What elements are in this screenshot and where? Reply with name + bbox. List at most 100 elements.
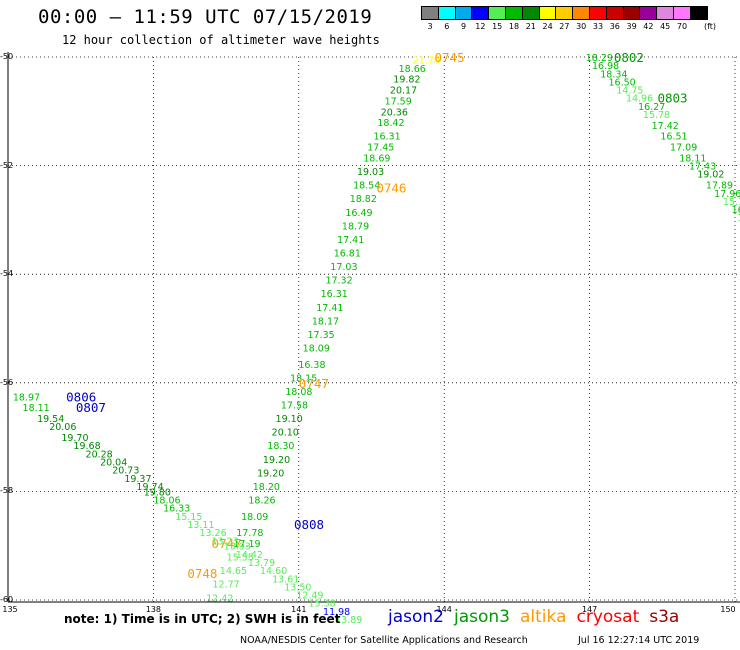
wave-height-value: 18.42 bbox=[377, 118, 404, 129]
satellite-legend: jason2 jason3 altika cryosat s3a bbox=[388, 607, 689, 627]
wave-height-value: 15.15 bbox=[175, 512, 202, 523]
longitude-label: 141 bbox=[291, 605, 307, 614]
wave-height-value: 13.50 bbox=[284, 582, 311, 593]
legend-bin-label: 33 bbox=[592, 22, 604, 31]
wave-height-value: 19.02 bbox=[697, 170, 724, 181]
wave-height-value: 17.09 bbox=[670, 143, 697, 154]
wave-height-value: 19.74 bbox=[136, 482, 163, 493]
wave-height-value: 18.11 bbox=[23, 403, 50, 414]
latitude-label: -50 bbox=[0, 52, 14, 61]
wave-height-value: 14.78 bbox=[737, 213, 740, 224]
wave-height-value: 18.11 bbox=[679, 153, 706, 164]
wave-height-value: 18.26 bbox=[248, 496, 275, 507]
legend-bin-label: 39 bbox=[626, 22, 637, 31]
wave-height-value: 19.82 bbox=[393, 75, 420, 86]
wave-height-value: 17.45 bbox=[367, 143, 394, 154]
wave-height-value: 16.51 bbox=[660, 132, 687, 143]
wave-height-value: 13.61 bbox=[272, 574, 299, 585]
legend-bin-label: 36 bbox=[609, 22, 620, 31]
latitude-label: -54 bbox=[0, 269, 14, 279]
pass-time-label: 0806 bbox=[66, 389, 96, 404]
wave-height-value: 17.42 bbox=[652, 121, 679, 132]
wave-height-value: 17.58 bbox=[281, 401, 308, 412]
wave-height-value: 11.98 bbox=[323, 607, 350, 618]
credit-text: NOAA/NESDIS Center for Satellite Applica… bbox=[240, 635, 528, 646]
wave-height-value: 17.96 bbox=[714, 189, 740, 200]
wave-height-value: 21.70 bbox=[413, 56, 440, 67]
pass-time-label: 0748 bbox=[187, 566, 217, 581]
latitude-label: -52 bbox=[0, 160, 14, 170]
satellite-legend-altika: altika bbox=[520, 607, 567, 627]
wave-height-value: 16.09 bbox=[732, 205, 740, 216]
wave-height-value: 18.97 bbox=[13, 392, 40, 403]
wave-height-value: 13.93 bbox=[224, 542, 251, 553]
wave-height-value: 16.31 bbox=[321, 289, 348, 300]
longitude-label: 150 bbox=[720, 605, 736, 614]
legend-bin-label: 6 bbox=[444, 22, 450, 31]
wave-height-value: 16.31 bbox=[373, 132, 400, 143]
legend-unit: (ft) bbox=[704, 22, 717, 31]
wave-height-value: 18.34 bbox=[600, 69, 627, 80]
wave-height-value: 13.23 bbox=[212, 536, 239, 547]
satellite-legend-jason3: jason3 bbox=[454, 607, 510, 627]
pass-time-label: 0802 bbox=[614, 50, 644, 65]
wave-height-value: 17.59 bbox=[385, 96, 412, 107]
legend-bin-label: 27 bbox=[559, 22, 570, 31]
wave-height-value: 18.08 bbox=[285, 387, 312, 398]
wave-height-value: 15.38 bbox=[308, 599, 335, 610]
wave-height-value: 12.42 bbox=[206, 593, 233, 604]
wave-height-value: 19.20 bbox=[263, 455, 290, 466]
pass-time-label: 0747 bbox=[212, 536, 242, 551]
wave-height-value: 16.49 bbox=[345, 208, 372, 219]
generation-timestamp: Jul 16 12:27:14 UTC 2019 bbox=[578, 635, 700, 646]
longitude-label: 138 bbox=[145, 605, 162, 614]
legend-bin-label: 45 bbox=[660, 22, 671, 31]
wave-height-value: 19.80 bbox=[144, 487, 171, 498]
legend-bin-label: 12 bbox=[475, 22, 486, 31]
satellite-legend-jason2: jason2 bbox=[388, 607, 444, 627]
legend-bin-label: 21 bbox=[525, 22, 536, 31]
longitude-label: 147 bbox=[581, 605, 598, 614]
wave-height-value: 19.03 bbox=[357, 167, 384, 178]
satellite-legend-s3a: s3a bbox=[649, 607, 680, 627]
wave-height-value: 17.41 bbox=[316, 303, 343, 314]
wave-height-value: 20.04 bbox=[100, 458, 127, 469]
wave-height-value: 17.41 bbox=[337, 235, 364, 246]
wave-height-value: 18.30 bbox=[267, 441, 294, 452]
wave-height-value: 20.73 bbox=[112, 466, 139, 477]
wave-height-value: 13.11 bbox=[187, 520, 214, 531]
pass-time-label: 0808 bbox=[294, 517, 324, 532]
latitude-label: -60 bbox=[0, 595, 14, 604]
legend-bin-label: 30 bbox=[576, 22, 587, 31]
page-title: 00:00 – 11:59 UTC 07/15/2019 bbox=[38, 6, 373, 28]
wave-height-value: 19.54 bbox=[37, 414, 64, 425]
wave-height-value: 20.10 bbox=[272, 428, 299, 439]
legend-bin-label: 70 bbox=[676, 22, 688, 31]
wave-height-value: 19.20 bbox=[257, 468, 284, 479]
legend-bin-label: 18 bbox=[508, 22, 520, 31]
wave-height-value: 18.79 bbox=[342, 221, 369, 232]
legend-bin-label: 24 bbox=[542, 22, 553, 31]
wave-height-value: 12.49 bbox=[296, 591, 323, 602]
wave-height-value: 13.79 bbox=[248, 558, 275, 569]
wave-height-value: 13.89 bbox=[335, 615, 362, 626]
wave-height-value: 17.78 bbox=[236, 528, 263, 539]
wave-height-value: 20.36 bbox=[381, 107, 408, 118]
wave-height-value: 17.89 bbox=[706, 181, 733, 192]
wave-height-value: 18.54 bbox=[353, 181, 380, 192]
wave-height-value: 18.69 bbox=[363, 153, 390, 164]
wave-height-value: 16.98 bbox=[592, 61, 619, 72]
wave-height-value: 20.06 bbox=[49, 422, 76, 433]
wave-height-value: 18.09 bbox=[303, 344, 330, 355]
wave-height-value: 16.81 bbox=[334, 248, 361, 259]
wave-height-value: 16.38 bbox=[298, 360, 325, 371]
wave-height-value: 18.29 bbox=[586, 53, 613, 64]
wave-height-value: 15.78 bbox=[643, 110, 670, 121]
latitude-label: -58 bbox=[0, 486, 14, 496]
wave-height-value: 17.32 bbox=[325, 276, 352, 287]
legend-bin-label: 9 bbox=[461, 22, 467, 31]
color-legend bbox=[421, 6, 708, 20]
wave-height-value: 19.68 bbox=[73, 441, 100, 452]
wave-height-value: 19.37 bbox=[124, 474, 151, 485]
footer-note: note: 1) Time is in UTC; 2) SWH is in fe… bbox=[64, 612, 341, 626]
